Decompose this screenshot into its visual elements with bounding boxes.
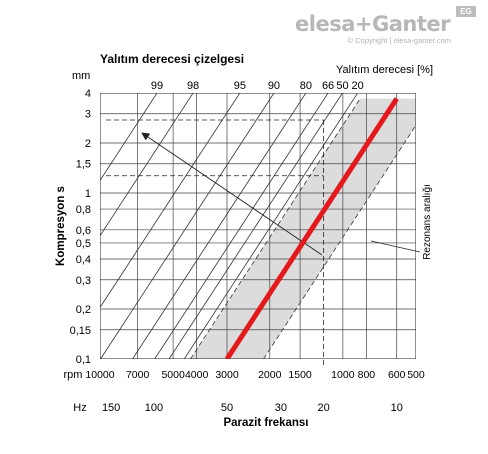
hz-tick-label: 10	[391, 402, 403, 414]
y-axis-label: Kompresyon s	[55, 186, 67, 266]
rpm-tick-label: 1500	[288, 369, 312, 381]
rpm-tick-label: 7000	[126, 369, 150, 381]
rpm-tick-label: 800	[358, 369, 376, 381]
isolation-tick-label: 95	[234, 80, 246, 92]
isolation-tick-label: 99	[151, 80, 163, 92]
hz-tick-label: 30	[275, 402, 287, 414]
rpm-tick-label: 10000	[85, 369, 114, 381]
hz-unit-label: Hz	[73, 402, 86, 414]
y-tick-label: 3	[85, 109, 91, 121]
resonance-line	[224, 97, 399, 359]
x-axis-label: Parazit frekansı	[223, 417, 308, 429]
y-unit-label: mm	[72, 70, 90, 82]
y-tick-label: 2	[85, 138, 91, 150]
brand-logo: elesa+Ganter	[295, 12, 450, 36]
isolation-line	[132, 93, 307, 359]
isolation-line	[100, 93, 275, 359]
isolation-line	[183, 93, 359, 359]
y-tick-label: 0,8	[76, 204, 91, 216]
example-layer	[106, 119, 421, 365]
rpm-tick-label: 3000	[215, 369, 239, 381]
isolation-tick-label: 98	[187, 80, 199, 92]
chart-title: Yalıtım derecesi çizelgesi	[100, 52, 244, 66]
y-tick-label: 0,2	[76, 304, 91, 316]
resonance-line-layer	[224, 97, 399, 359]
hz-tick-label: 50	[221, 402, 233, 414]
resonance-range-label: Rezonans aralığı	[422, 184, 433, 260]
y-tick-label: 0,1	[76, 354, 91, 366]
example-arrow	[141, 132, 323, 256]
hz-tick-label: 20	[318, 402, 330, 414]
rpm-tick-label: 5000	[161, 369, 185, 381]
y-tick-label: 0,3	[76, 275, 91, 287]
isolation-lines-layer	[100, 93, 359, 359]
isolation-axis-label: Yalıtım derecesi [%]	[336, 64, 433, 76]
y-tick-label: 1	[85, 188, 91, 200]
isolation-line	[100, 93, 158, 182]
resonance-leader-line	[370, 240, 421, 253]
y-tick-label: 0,5	[76, 238, 91, 250]
rpm-tick-label: 2000	[258, 369, 282, 381]
rpm-tick-label: 500	[407, 369, 425, 381]
y-tick-label: 0,4	[76, 254, 91, 266]
isolation-line	[100, 93, 241, 309]
isolation-line	[100, 93, 194, 237]
isolation-line	[168, 93, 343, 359]
isolation-line	[154, 93, 329, 359]
isolation-tick-label: 20	[352, 80, 364, 92]
y-tick-label: 0,15	[70, 325, 91, 337]
isolation-tick-label: 80	[300, 80, 312, 92]
resonance-band-lower-edge	[263, 124, 416, 359]
y-tick-label: 0,6	[76, 225, 91, 237]
brand-badge: EG	[456, 6, 476, 17]
resonance-band-upper-edge	[190, 98, 361, 359]
y-tick-label: 1,5	[76, 159, 91, 171]
grid-layer	[100, 93, 416, 359]
isolation-tick-label: 50	[336, 80, 348, 92]
tick-label-layer: 4 3 2 1,5 1 0,8 0,60,5 0,4 0,3 0,2 0,15 0,1 10000 700…	[70, 80, 425, 414]
y-tick-label: 4	[85, 88, 91, 100]
copyright-text: © Copyright | elesa-ganter.com	[347, 36, 451, 45]
isolation-tick-label: 66	[322, 80, 334, 92]
hz-tick-label: 150	[102, 402, 120, 414]
rpm-tick-label: 600	[388, 369, 406, 381]
isolation-tick-label: 90	[268, 80, 280, 92]
rpm-unit-label: rpm	[64, 369, 83, 381]
hz-tick-label: 100	[145, 402, 163, 414]
rpm-tick-label: 1000	[331, 369, 355, 381]
rpm-tick-label: 4000	[185, 369, 209, 381]
